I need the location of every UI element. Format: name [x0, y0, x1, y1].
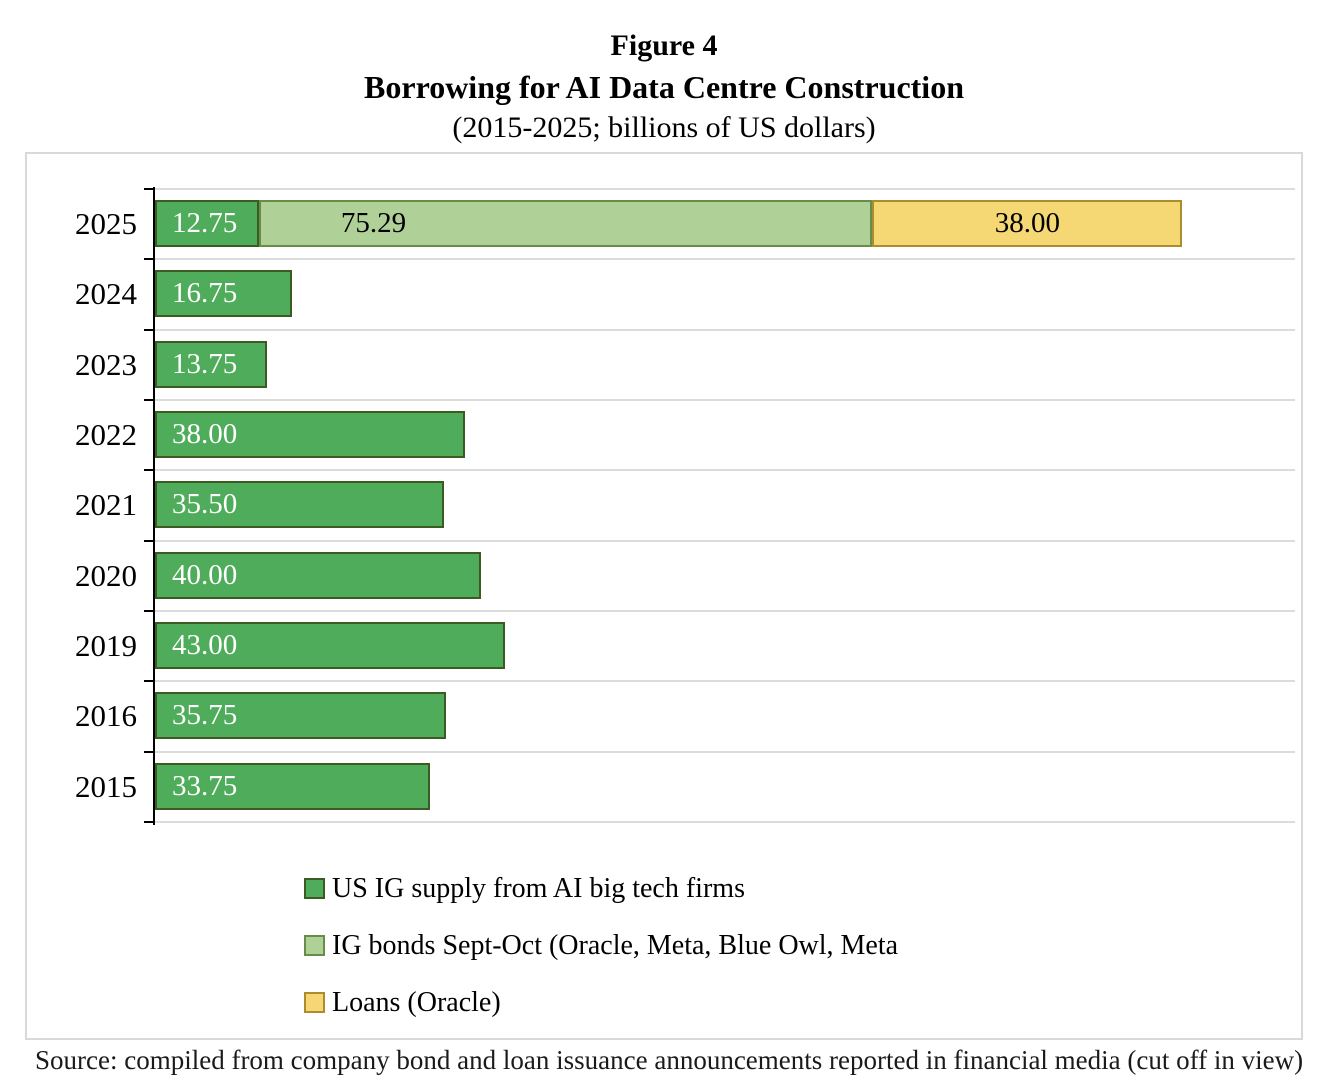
- bar-value-label: 12.75: [172, 207, 238, 239]
- gridline: [154, 821, 1295, 823]
- axis-tick: [144, 469, 154, 471]
- gridline: [154, 399, 1295, 401]
- legend-swatch-lightgreen-icon: [304, 935, 325, 956]
- legend-label: IG bonds Sept-Oct (Oracle, Meta, Blue Ow…: [332, 929, 899, 961]
- bar-segment-2025-series0: 12.75: [155, 200, 259, 247]
- bar-row-2023: 13.75: [155, 341, 268, 388]
- bar-value-label: 16.75: [172, 277, 238, 309]
- y-axis-line: [153, 187, 155, 825]
- legend-item: US IG supply from AI big tech firms: [304, 860, 898, 917]
- axis-tick: [144, 540, 154, 542]
- bar-value-label: 13.75: [172, 348, 238, 380]
- bar-segment-2025-series1: 75.29: [258, 200, 873, 247]
- bar-row-2024: 16.75: [155, 270, 292, 317]
- category-label-2023: 2023: [75, 347, 137, 382]
- axis-tick: [144, 610, 154, 612]
- legend-item: IG bonds Sept-Oct (Oracle, Meta, Blue Ow…: [304, 917, 898, 974]
- bar-row-2020: 40.00: [155, 552, 481, 599]
- axis-tick: [144, 258, 154, 260]
- legend-item: Loans (Oracle): [304, 974, 898, 1031]
- axis-tick: [144, 680, 154, 682]
- bar-segment-2021-series0: 35.50: [155, 481, 445, 528]
- bar-segment-2016-series0: 35.75: [155, 692, 447, 739]
- bar-value-label: 35.50: [172, 488, 238, 520]
- category-label-2020: 2020: [75, 558, 137, 593]
- category-label-2024: 2024: [75, 276, 137, 311]
- bar-value-label: 33.75: [172, 770, 238, 802]
- axis-tick: [144, 399, 154, 401]
- bar-segment-2023-series0: 13.75: [155, 341, 268, 388]
- bar-segment-2019-series0: 43.00: [155, 622, 506, 669]
- bar-row-2025: 12.75 75.29 38.00: [155, 200, 1183, 247]
- bar-row-2019: 43.00: [155, 622, 506, 669]
- gridline: [154, 258, 1295, 260]
- bar-value-label: 75.29: [340, 207, 407, 239]
- axis-tick: [144, 188, 154, 190]
- category-label-2019: 2019: [75, 628, 137, 663]
- chart-legend: US IG supply from AI big tech firms IG b…: [304, 860, 898, 1031]
- bar-value-label: 40.00: [172, 559, 238, 591]
- bar-row-2016: 35.75: [155, 692, 447, 739]
- bar-value-label: 35.75: [172, 699, 238, 731]
- axis-tick: [144, 751, 154, 753]
- legend-swatch-yellow-icon: [304, 992, 325, 1013]
- category-label-2021: 2021: [75, 487, 137, 522]
- gridline: [154, 751, 1295, 753]
- category-label-2022: 2022: [75, 417, 137, 452]
- gridline: [154, 469, 1295, 471]
- gridline: [154, 188, 1295, 190]
- category-label-2015: 2015: [75, 769, 137, 804]
- figure-number: Figure 4: [610, 29, 718, 62]
- legend-label: US IG supply from AI big tech firms: [332, 872, 745, 904]
- bar-segment-2015-series0: 33.75: [155, 763, 431, 810]
- gridline: [154, 680, 1295, 682]
- axis-tick: [144, 821, 154, 823]
- bar-row-2015: 33.75: [155, 763, 431, 810]
- bar-value-label: 38.00: [994, 207, 1060, 239]
- bar-segment-2024-series0: 16.75: [155, 270, 292, 317]
- legend-label: Loans (Oracle): [332, 986, 501, 1018]
- gridline: [154, 610, 1295, 612]
- chart-plot-box: 2025 12.75 75.29 38.00 2024 16.75 2023 13.75 202…: [25, 152, 1303, 1040]
- source-line-cutoff: Source: compiled from company bond and l…: [35, 1045, 1304, 1075]
- axis-tick: [144, 329, 154, 331]
- gridline: [154, 329, 1295, 331]
- bar-row-2021: 35.50: [155, 481, 445, 528]
- gridline: [154, 540, 1295, 542]
- chart-subtitle: (2015-2025; billions of US dollars): [452, 111, 876, 144]
- bar-value-label: 43.00: [172, 629, 238, 661]
- chart-title: Borrowing for AI Data Centre Constructio…: [364, 69, 964, 105]
- category-label-2016: 2016: [75, 698, 137, 733]
- bar-row-2022: 38.00: [155, 411, 465, 458]
- bar-segment-2022-series0: 38.00: [155, 411, 465, 458]
- legend-swatch-green-icon: [304, 878, 325, 899]
- bar-value-label: 38.00: [172, 418, 238, 450]
- category-label-2025: 2025: [75, 206, 137, 241]
- bar-segment-2025-series2: 38.00: [872, 200, 1183, 247]
- bar-segment-2020-series0: 40.00: [155, 552, 481, 599]
- chart-title-block: Figure 4 Borrowing for AI Data Centre Co…: [0, 26, 1328, 148]
